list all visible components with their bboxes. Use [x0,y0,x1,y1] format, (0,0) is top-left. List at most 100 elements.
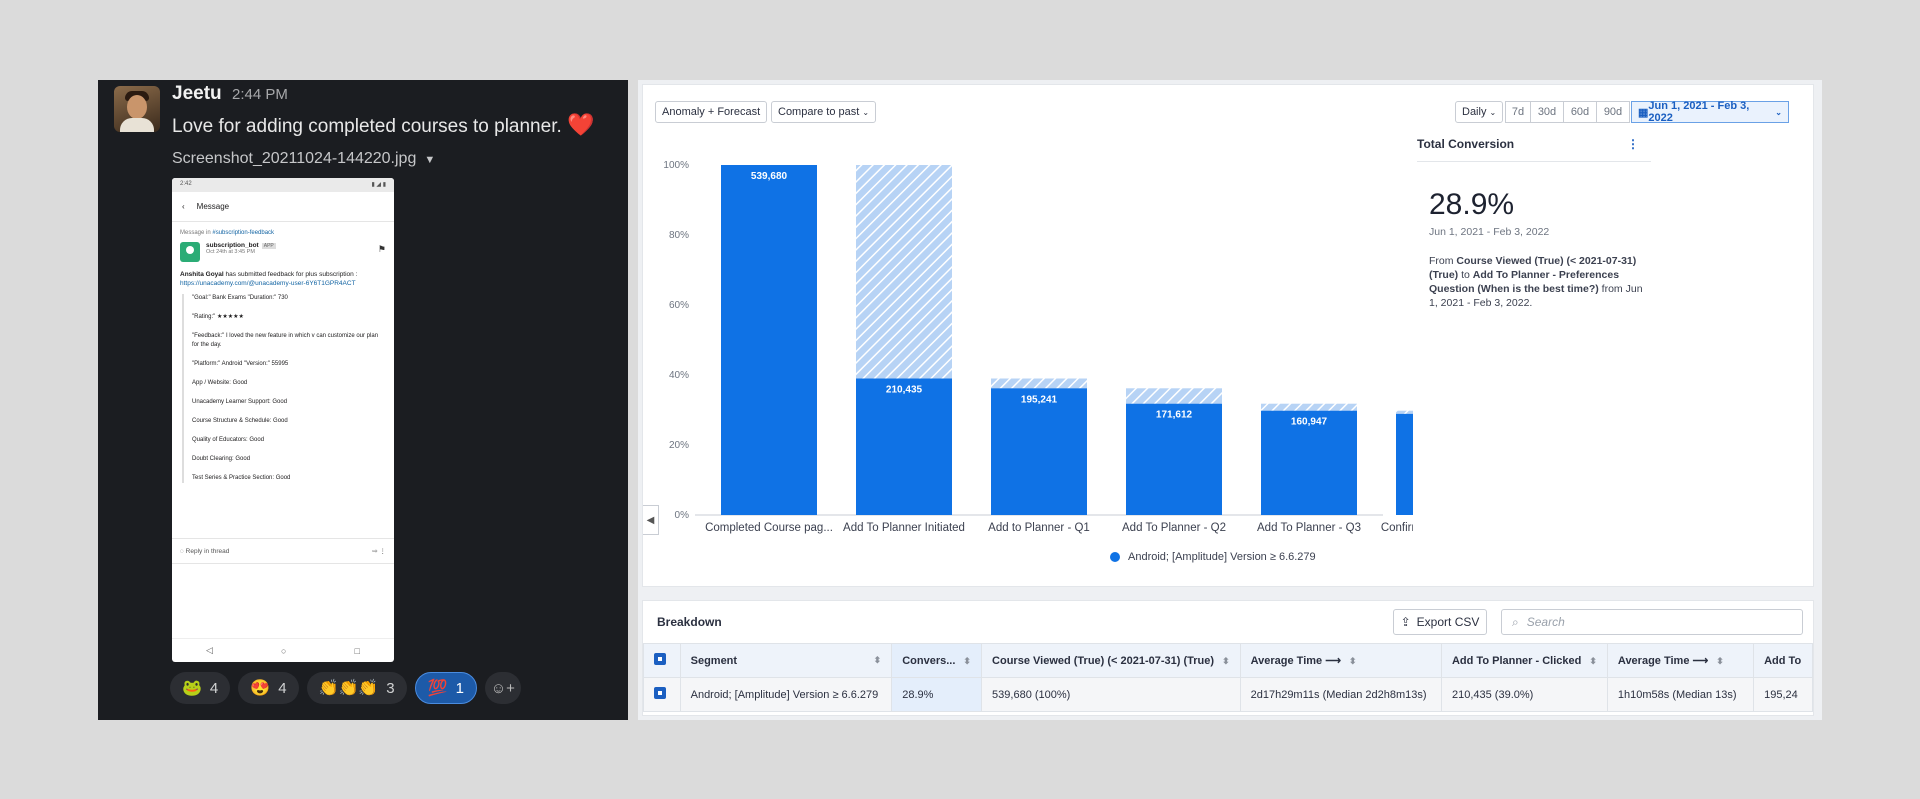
cell-average-time-1: 2d17h29m11s (Median 2d2h8m13s) [1239,677,1442,712]
nav-recent-icon: □ [354,645,360,656]
message-body: Love for adding completed courses to pla… [172,116,562,137]
bot-name: subscription_bot [206,242,259,249]
nav-home-icon: ○ [281,645,287,656]
conversion-bar[interactable] [1126,403,1222,515]
avatar[interactable] [114,86,160,132]
phone-status-icons: ▮ ◢ ▮ [371,182,386,188]
bot-date: Oct 24th at 3:45 PM [206,249,255,255]
export-csv-button[interactable]: ⇪ Export CSV [1393,609,1487,635]
search-input[interactable]: ⌕ Search [1501,609,1803,635]
cell-conversion: 28.9% [891,677,983,712]
sort-icon: ⬍ [1716,656,1724,666]
reaction-frog[interactable]: 🐸 4 [170,672,231,704]
conversion-bar[interactable] [721,165,817,515]
breakdown-title: Breakdown [657,615,722,629]
compare-to-past-dropdown[interactable]: Compare to past ⌄ [771,101,877,123]
col-add-to-planner-clicked[interactable]: Add To Planner - Clicked ⬍ [1440,643,1608,678]
col-segment[interactable]: Segment ⬍ [679,643,893,678]
add-reaction-icon[interactable]: ☺+ [484,672,521,704]
chevron-down-icon: ⌄ [1489,107,1497,117]
table-header-row: Segment ⬍ Convers... ⬍ Course Viewed (True… [643,643,1813,678]
phone-header-title: Message [196,202,230,211]
date-range-picker[interactable]: ▦ Jun 1, 2021 - Feb 3, 2022 ⌄ [1631,100,1789,124]
range-30d[interactable]: 30d [1530,101,1564,123]
conversion-bar[interactable] [1261,410,1357,515]
cell-average-time-2: 1h10m58s (Median 13s) [1606,677,1755,712]
slack-message-panel: Jeetu 2:44 PM Love for adding completed … [98,80,628,720]
reaction-hundred[interactable]: 💯 1 [414,672,477,704]
nav-back-icon: ◁ [206,645,213,655]
y-tick-label: 40% [669,370,689,381]
conversion-bar[interactable] [991,388,1087,515]
table-row: Android; [Amplitude] Version ≥ 6.6.279 2… [643,677,1813,712]
funnel-chart-card: Anomaly + Forecast Compare to past ⌄ Dail… [642,84,1814,587]
more-options-icon[interactable]: ⋮ [1627,137,1639,151]
bar-value-label: 539,680 [751,171,788,182]
y-tick-label: 0% [675,510,690,521]
bar-value-label: 171,612 [1156,410,1193,421]
x-tick-label[interactable]: Add To Planner - Q2 [1122,522,1226,534]
export-icon: ⇪ [1400,615,1411,629]
col-average-time-2[interactable]: Average Time ⟶ ⬍ [1606,643,1755,678]
conversion-bar[interactable] [856,378,952,516]
row-checkbox[interactable] [643,677,681,712]
anomaly-forecast-button[interactable]: Anomaly + Forecast [655,101,768,123]
dropoff-bar[interactable] [856,165,952,379]
phone-status-bar: 2:42 ▮ ◢ ▮ [172,178,394,192]
col-add-to[interactable]: Add To [1753,643,1813,678]
cell-add-to-planner-clicked: 210,435 (39.0%) [1440,677,1608,712]
cell-add-to: 195,24 [1753,677,1813,712]
y-tick-label: 80% [669,230,689,241]
col-conversion[interactable]: Convers... ⬍ [891,643,983,678]
breakdown-card: Breakdown ⇪ Export CSV ⌕ Search Segment ⬍ C… [642,600,1814,716]
message-author[interactable]: Jeetu [172,83,222,104]
conversion-bar[interactable] [1396,413,1413,515]
conversion-description: From Course Viewed (True) (< 2021-07-31)… [1429,255,1643,309]
conversion-range: Jun 1, 2021 - Feb 3, 2022 [1429,226,1550,238]
x-tick-label[interactable]: Confirmation - Added T... [1381,522,1413,534]
col-average-time-1[interactable]: Average Time ⟶ ⬍ [1239,643,1442,678]
phone-header: ‹ Message [172,192,394,222]
y-tick-label: 60% [669,300,689,311]
reaction-clap[interactable]: 👏👏👏 3 [306,672,407,704]
phone-bot-row: subscription_bot APP Oct 24th at 3:45 PM … [180,242,386,262]
col-course-viewed[interactable]: Course Viewed (True) (< 2021-07-31) (Tru… [981,643,1241,678]
range-7d[interactable]: 7d [1505,101,1531,123]
dropoff-bar[interactable] [1396,410,1413,414]
x-tick-label[interactable]: Add To Planner Initiated [843,522,965,534]
x-tick-label[interactable]: Completed Course pag... [705,522,833,534]
x-tick-label[interactable]: Add to Planner - Q1 [988,522,1090,534]
bar-value-label: 160,947 [1291,417,1328,428]
sort-icon: ⬍ [873,654,882,665]
sort-icon: ⬍ [963,655,971,666]
phone-feedback-fields: "Goal:" Bank Exams "Duration:" 730 "Rati… [182,294,386,483]
reply-icon: ◌ [180,547,186,555]
sort-icon: ⬍ [1589,655,1597,666]
bar-value-label: 195,241 [1021,394,1058,405]
x-tick-label[interactable]: Add To Planner - Q3 [1257,522,1361,534]
cell-segment: Android; [Amplitude] Version ≥ 6.6.279 [679,677,893,712]
message-text: Love for adding completed courses to pla… [172,112,594,138]
dropoff-bar[interactable] [991,378,1087,389]
collapse-chevron-icon[interactable]: ◀ [643,505,659,535]
chart-legend[interactable]: Android; [Amplitude] Version ≥ 6.6.279 [1110,551,1316,563]
legend-label: Android; [Amplitude] Version ≥ 6.6.279 [1128,551,1316,563]
message-timestamp[interactable]: 2:44 PM [232,86,288,103]
chevron-down-icon[interactable]: ▼ [424,154,436,166]
chevron-down-icon: ⌄ [1775,107,1782,117]
select-all-checkbox[interactable] [643,643,681,678]
heart-emoji: ❤️ [567,112,595,137]
attachment-filename[interactable]: Screenshot_20211024-144220.jpg ▼ [172,150,435,168]
cell-course-viewed: 539,680 (100%) [981,677,1241,712]
reaction-heart-eyes[interactable]: 😍 4 [238,672,299,704]
range-90d[interactable]: 90d [1596,101,1630,123]
dropoff-bar[interactable] [1261,403,1357,411]
side-title: Total Conversion [1417,137,1515,151]
search-icon: ⌕ [1512,614,1519,629]
interval-dropdown[interactable]: Daily ⌄ [1455,101,1504,123]
attachment-image[interactable]: 2:42 ▮ ◢ ▮ ‹ Message Message in #subscri… [172,178,394,662]
bar-value-label: 210,435 [886,385,923,396]
dropoff-bar[interactable] [1126,388,1222,404]
range-60d[interactable]: 60d [1563,101,1597,123]
file-name: Screenshot_20211024-144220.jpg [172,150,417,167]
